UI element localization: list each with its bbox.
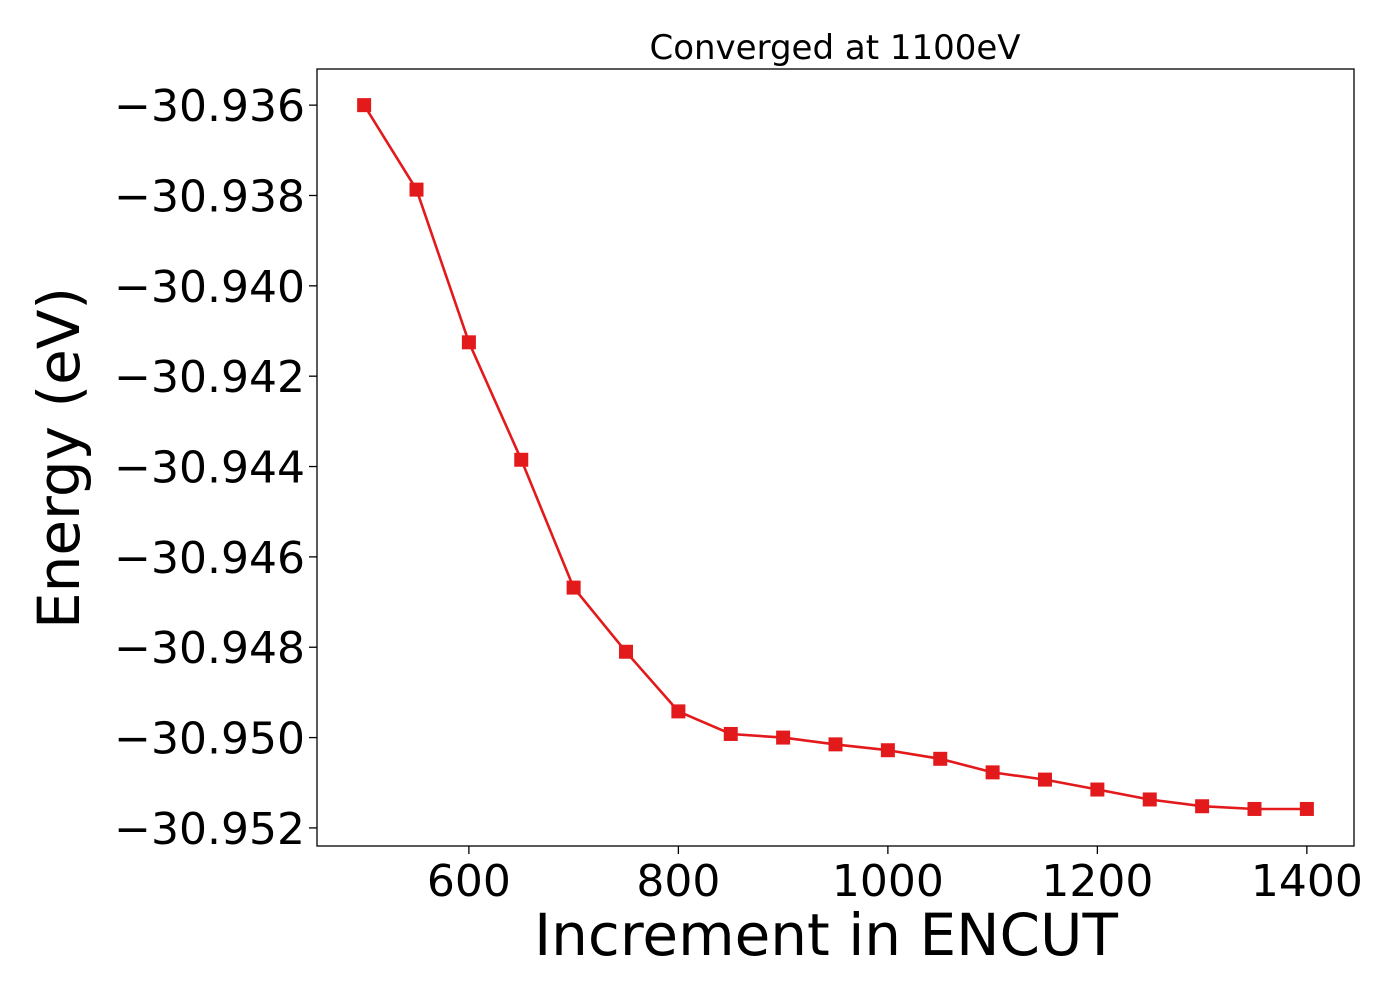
data-point: [933, 751, 948, 766]
x-tick-label: 800: [636, 856, 720, 907]
data-point: [880, 743, 895, 758]
y-tick-label: −30.948: [114, 623, 305, 674]
data-point: [619, 644, 634, 659]
series-line: [362, 104, 1307, 811]
y-tick-label: −30.944: [114, 443, 305, 494]
data-point: [514, 452, 529, 467]
chart-title: Converged at 1100eV: [649, 28, 1020, 68]
y-tick-label: −30.938: [114, 171, 305, 222]
data-point: [985, 765, 1000, 780]
plot-frame: [316, 68, 1355, 847]
y-tick-label: −30.942: [114, 352, 305, 403]
data-point: [671, 704, 686, 719]
data-point: [1037, 772, 1052, 787]
data-point: [1299, 801, 1314, 816]
y-tick-label: −30.950: [114, 714, 305, 765]
data-point: [828, 737, 843, 752]
x-tick-label: 1400: [1251, 856, 1363, 907]
data-point: [1247, 801, 1262, 816]
data-point: [461, 335, 476, 350]
x-tick-label: 1200: [1041, 856, 1153, 907]
plot-area: [316, 68, 1355, 847]
y-tick-label: −30.936: [114, 81, 305, 132]
x-tick-label: 600: [427, 856, 511, 907]
x-axis-label: Increment in ENCUT: [534, 901, 1118, 969]
y-tick-label: −30.946: [114, 533, 305, 584]
y-axis-ticks: −30.936 −30.938 −30.940 −30.942 −30.944 −30.9…: [114, 81, 317, 855]
y-tick-label: −30.952: [114, 804, 305, 855]
data-point: [409, 182, 424, 197]
data-point: [357, 98, 372, 113]
data-point: [776, 730, 791, 745]
y-tick-label: −30.940: [114, 262, 305, 313]
data-point: [1195, 799, 1210, 814]
data-point: [566, 580, 581, 595]
data-point: [723, 726, 738, 741]
data-point: [1090, 782, 1105, 797]
y-axis-label: Energy (eV): [25, 287, 93, 629]
data-point: [1142, 792, 1157, 807]
x-axis-ticks: 600 800 1000 1200 1400: [427, 846, 1363, 907]
x-tick-label: 1000: [832, 856, 944, 907]
